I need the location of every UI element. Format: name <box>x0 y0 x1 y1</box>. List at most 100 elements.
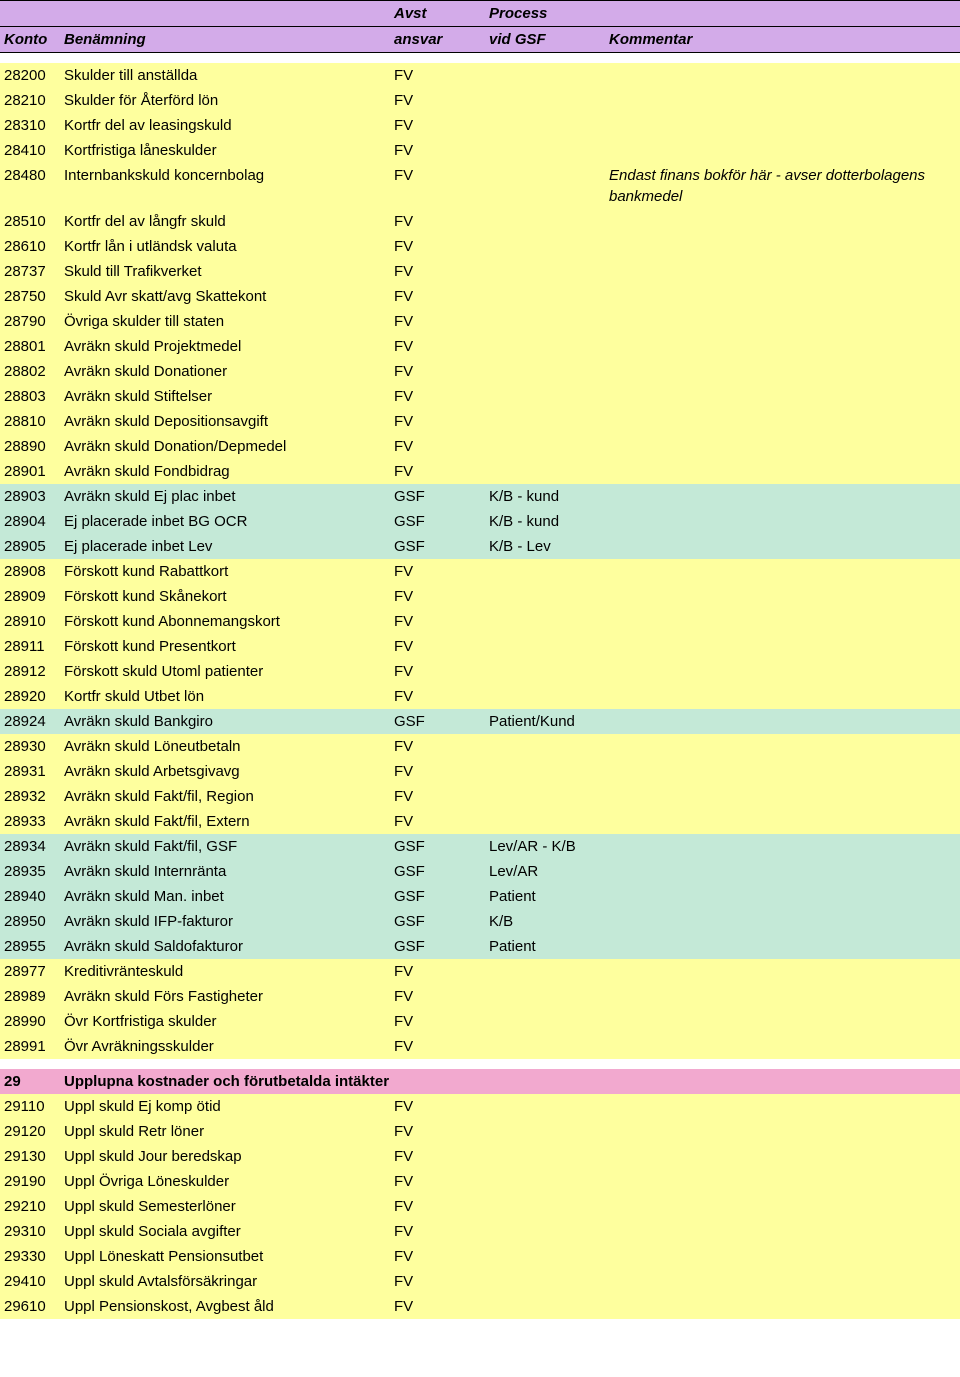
table-row: 28410Kortfristiga låneskulderFV <box>0 138 960 163</box>
cell-avst: FV <box>390 434 485 459</box>
table-row: 28480Internbankskuld koncernbolagFVEndas… <box>0 163 960 209</box>
cell-name: Övr Avräkningsskulder <box>60 1034 390 1059</box>
table-row: 28990Övr Kortfristiga skulderFV <box>0 1009 960 1034</box>
cell-name: Uppl Övriga Löneskulder <box>60 1169 390 1194</box>
cell-name: Avräkn skuld Projektmedel <box>60 334 390 359</box>
cell-avst: FV <box>390 634 485 659</box>
table-row: 28935Avräkn skuld InternräntaGSFLev/AR <box>0 859 960 884</box>
cell-avst: FV <box>390 1194 485 1219</box>
cell-proc <box>485 434 605 459</box>
cell-proc: K/B - kund <box>485 484 605 509</box>
cell-kommentar <box>605 934 960 959</box>
header-cell <box>60 1 390 27</box>
table-row: 29120Uppl skuld Retr lönerFV <box>0 1119 960 1144</box>
cell-name: Avräkn skuld Fakt/fil, GSF <box>60 834 390 859</box>
cell-name: Kreditivränteskuld <box>60 959 390 984</box>
cell-name: Avräkn skuld Donation/Depmedel <box>60 434 390 459</box>
cell-proc <box>485 63 605 88</box>
cell-kommentar <box>605 1169 960 1194</box>
cell-name: Uppl Löneskatt Pensionsutbet <box>60 1244 390 1269</box>
cell-name: Uppl Pensionskost, Avgbest åld <box>60 1294 390 1319</box>
cell-avst: GSF <box>390 909 485 934</box>
cell-name: Skulder för Återförd lön <box>60 88 390 113</box>
table-row: 29110Uppl skuld Ej komp ötidFV <box>0 1094 960 1119</box>
cell-proc <box>485 759 605 784</box>
cell-proc <box>485 209 605 234</box>
cell-kommentar <box>605 984 960 1009</box>
cell-name: Övriga skulder till staten <box>60 309 390 334</box>
cell-avst: FV <box>390 584 485 609</box>
cell-konto: 28310 <box>0 113 60 138</box>
cell-kommentar <box>605 88 960 113</box>
cell-konto: 28932 <box>0 784 60 809</box>
cell-konto: 29130 <box>0 1144 60 1169</box>
cell-name: Ej placerade inbet Lev <box>60 534 390 559</box>
cell-konto: 28905 <box>0 534 60 559</box>
cell-kommentar <box>605 113 960 138</box>
cell-konto: 28802 <box>0 359 60 384</box>
cell-kommentar <box>605 1244 960 1269</box>
table-row: 28989Avräkn skuld Förs FastigheterFV <box>0 984 960 1009</box>
cell-proc <box>485 959 605 984</box>
table-row: 28977KreditivränteskuldFV <box>0 959 960 984</box>
cell-kommentar <box>605 909 960 934</box>
cell-name: Skulder till anställda <box>60 63 390 88</box>
cell-kommentar <box>605 63 960 88</box>
cell-kommentar <box>605 534 960 559</box>
cell-proc: Patient <box>485 934 605 959</box>
table-row: 28901Avräkn skuld FondbidragFV <box>0 459 960 484</box>
table-row: 28910Förskott kund AbonnemangskortFV <box>0 609 960 634</box>
header-row-2: KontoBenämningansvarvid GSFKommentar <box>0 27 960 53</box>
cell-proc <box>485 409 605 434</box>
cell-name: Avräkn skuld Fakt/fil, Region <box>60 784 390 809</box>
cell-name: Uppl skuld Sociala avgifter <box>60 1219 390 1244</box>
table-row: 28790Övriga skulder till statenFV <box>0 309 960 334</box>
cell-avst: FV <box>390 234 485 259</box>
cell-konto: 28810 <box>0 409 60 434</box>
cell-name: Skuld Avr skatt/avg Skattekont <box>60 284 390 309</box>
cell-kommentar <box>605 659 960 684</box>
cell-kommentar: Endast finans bokför här - avser dotterb… <box>605 163 960 209</box>
cell-kommentar <box>605 584 960 609</box>
cell-proc: Lev/AR <box>485 859 605 884</box>
cell-konto: 29310 <box>0 1219 60 1244</box>
cell-avst: FV <box>390 113 485 138</box>
cell-name: Uppl skuld Ej komp ötid <box>60 1094 390 1119</box>
cell-konto: 29330 <box>0 1244 60 1269</box>
cell-konto: 28737 <box>0 259 60 284</box>
table-row: 29610Uppl Pensionskost, Avgbest åldFV <box>0 1294 960 1319</box>
account-table: AvstProcessKontoBenämningansvarvid GSFKo… <box>0 0 960 1319</box>
cell-kommentar <box>605 834 960 859</box>
cell-proc <box>485 163 605 209</box>
table-row: 28310Kortfr del av leasingskuldFV <box>0 113 960 138</box>
cell-proc <box>485 659 605 684</box>
cell-name: Kortfr skuld Utbet lön <box>60 684 390 709</box>
table-row: 28903Avräkn skuld Ej plac inbetGSFK/B - … <box>0 484 960 509</box>
cell-kommentar <box>605 1194 960 1219</box>
table-row: 28955Avräkn skuld SaldofakturorGSFPatien… <box>0 934 960 959</box>
cell-konto: 28933 <box>0 809 60 834</box>
cell-name: Avräkn skuld Depositionsavgift <box>60 409 390 434</box>
cell-proc <box>485 1034 605 1059</box>
cell-avst: FV <box>390 163 485 209</box>
table-row: 29210Uppl skuld SemesterlönerFV <box>0 1194 960 1219</box>
table-row: 28932Avräkn skuld Fakt/fil, RegionFV <box>0 784 960 809</box>
cell-avst: FV <box>390 384 485 409</box>
cell-proc <box>485 984 605 1009</box>
cell-konto: 28903 <box>0 484 60 509</box>
cell-konto: 28934 <box>0 834 60 859</box>
cell-proc <box>485 113 605 138</box>
cell-proc <box>485 284 605 309</box>
cell-kommentar <box>605 359 960 384</box>
cell-kommentar <box>605 1119 960 1144</box>
cell-kommentar <box>605 509 960 534</box>
cell-kommentar <box>605 234 960 259</box>
cell-avst: FV <box>390 1219 485 1244</box>
table-row: 28991Övr AvräkningsskulderFV <box>0 1034 960 1059</box>
cell-konto: 28610 <box>0 234 60 259</box>
cell-konto: 28480 <box>0 163 60 209</box>
section-title: Upplupna kostnader och förutbetalda intä… <box>60 1069 960 1094</box>
cell-proc <box>485 784 605 809</box>
table-row: 28810Avräkn skuld DepositionsavgiftFV <box>0 409 960 434</box>
cell-proc <box>485 634 605 659</box>
